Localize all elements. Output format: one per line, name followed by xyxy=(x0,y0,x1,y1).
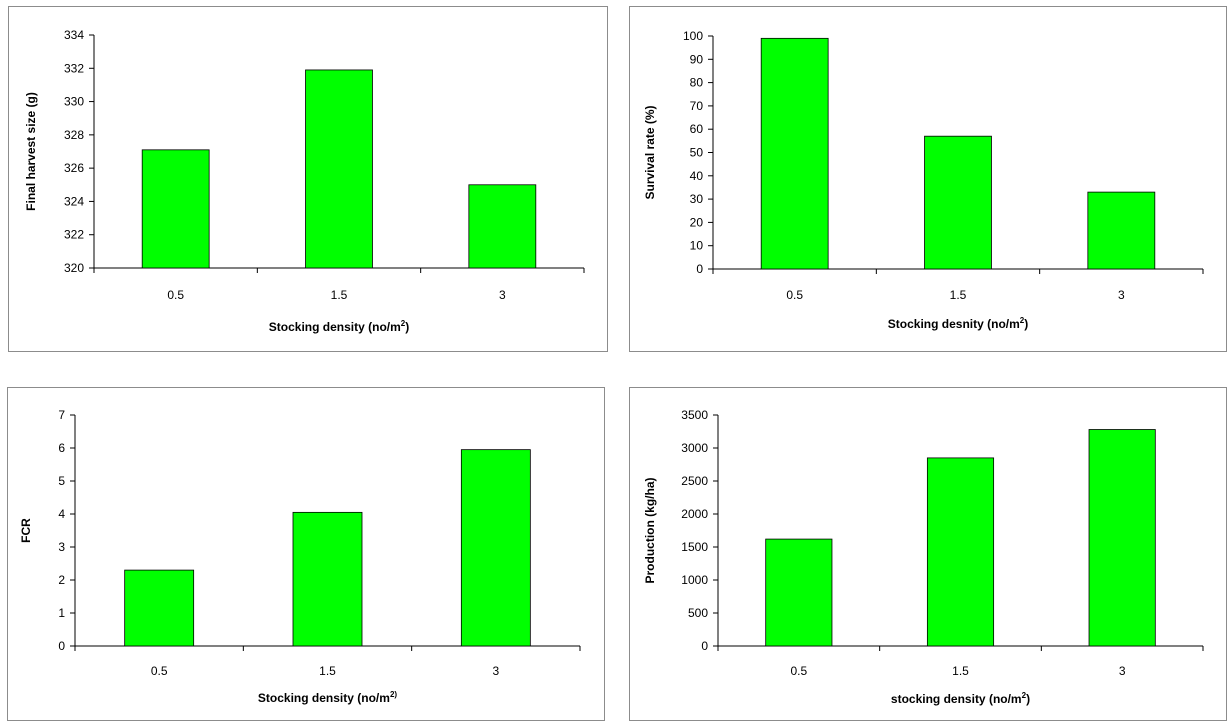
chart-panel-fcr: 0 1 2 3 4 5 6 7 0.5 1.5 3 Stocking density (no/m2) F… xyxy=(7,387,605,721)
x-tick-label: 1.5 xyxy=(319,664,336,678)
x-axis-title-main: Stocking density (no/m xyxy=(258,691,390,705)
x-axis-title: stocking density (no/m2) xyxy=(891,691,1030,706)
bar-3 xyxy=(469,185,536,268)
x-tick-label: 0.5 xyxy=(151,664,168,678)
y-tick-label: 6 xyxy=(58,441,65,455)
y-tick-label: 100 xyxy=(683,29,703,43)
y-tick-label: 3 xyxy=(58,540,65,554)
y-tick-label: 70 xyxy=(690,99,704,113)
bar-1-5 xyxy=(927,458,993,646)
y-tick-label: 332 xyxy=(64,61,84,75)
y-tick-label: 0 xyxy=(696,262,703,276)
x-axis-title: Stocking density (no/m2) xyxy=(258,690,397,705)
x-tick-label: 3 xyxy=(499,288,506,302)
x-tick-label: 1.5 xyxy=(952,664,969,678)
bar-0-5 xyxy=(766,539,832,646)
x-axis-title-tail: ) xyxy=(1024,317,1028,331)
y-tick-label: 3000 xyxy=(681,441,708,455)
chart-panel-survival-rate: 0 10 20 30 40 50 60 70 80 90 100 0.5 1.5 3 Stocking de… xyxy=(629,6,1227,352)
x-axis-title-main: stocking density (no/m xyxy=(891,692,1022,706)
x-axis-title-tail: ) xyxy=(1026,692,1030,706)
y-tick-label: 2000 xyxy=(681,507,708,521)
y-axis-title: Final harvest size (g) xyxy=(24,92,38,211)
y-tick-label: 2500 xyxy=(681,474,708,488)
y-tick-label: 80 xyxy=(690,76,704,90)
y-tick-label: 1500 xyxy=(681,540,708,554)
y-tick-label: 1 xyxy=(58,606,65,620)
bar-3 xyxy=(1088,192,1155,269)
y-tick-label: 322 xyxy=(64,228,84,242)
y-axis-title: FCR xyxy=(19,518,33,543)
x-tick-label: 0.5 xyxy=(786,288,803,302)
y-tick-label: 10 xyxy=(690,239,704,253)
y-tick-label: 0 xyxy=(701,639,708,653)
bar-0-5 xyxy=(761,38,828,269)
bar-3 xyxy=(461,450,530,646)
bar-1-5 xyxy=(925,136,992,269)
y-tick-label: 500 xyxy=(688,606,708,620)
x-tick-label: 3 xyxy=(1119,664,1126,678)
y-axis-title: Production (kg/ha) xyxy=(643,478,657,584)
x-tick-label: 3 xyxy=(492,664,499,678)
y-tick-label: 50 xyxy=(690,146,704,160)
y-tick-label: 5 xyxy=(58,474,65,488)
y-tick-label: 20 xyxy=(690,215,704,229)
y-tick-label: 1000 xyxy=(681,573,708,587)
y-tick-label: 7 xyxy=(58,408,65,422)
x-axis-title-tail: ) xyxy=(405,320,409,334)
y-tick-label: 328 xyxy=(64,128,84,142)
x-tick-label: 1.5 xyxy=(950,288,967,302)
bar-1-5 xyxy=(293,512,362,646)
y-tick-label: 326 xyxy=(64,161,84,175)
x-axis-title-main: Stocking desnity (no/m xyxy=(888,317,1020,331)
y-tick-label: 334 xyxy=(64,28,84,42)
fcr-chart: 0 1 2 3 4 5 6 7 0.5 1.5 3 Stocking density (no/m2) F… xyxy=(8,388,606,722)
production-chart: 0 500 1000 1500 2000 2500 3000 3500 0.5 1.5 3 stock… xyxy=(630,388,1228,722)
x-tick-label: 1.5 xyxy=(331,288,348,302)
x-axis-title: Stocking desnity (no/m2) xyxy=(888,316,1028,331)
x-axis-title-main: Stocking density (no/m xyxy=(269,320,401,334)
y-axis-title: Survival rate (%) xyxy=(643,105,657,199)
harvest-size-chart: 320 322 324 326 328 330 332 334 0.5 1.5 3 Stocking … xyxy=(9,7,609,353)
survival-rate-chart: 0 10 20 30 40 50 60 70 80 90 100 0.5 1.5 3 Stocking de… xyxy=(630,7,1228,353)
chart-panel-harvest-size: 320 322 324 326 328 330 332 334 0.5 1.5 3 Stocking … xyxy=(8,6,608,352)
bar-3 xyxy=(1089,430,1155,646)
x-axis-title: Stocking density (no/m2) xyxy=(269,319,409,334)
y-tick-label: 90 xyxy=(690,52,704,66)
bar-0-5 xyxy=(142,150,209,268)
y-tick-label: 324 xyxy=(64,194,84,208)
y-tick-label: 330 xyxy=(64,95,84,109)
y-tick-label: 4 xyxy=(58,507,65,521)
x-tick-label: 0.5 xyxy=(790,664,807,678)
x-tick-label: 0.5 xyxy=(167,288,184,302)
y-tick-label: 3500 xyxy=(681,408,708,422)
y-tick-label: 320 xyxy=(64,261,84,275)
y-tick-label: 40 xyxy=(690,169,704,183)
y-tick-label: 30 xyxy=(690,192,704,206)
x-tick-label: 3 xyxy=(1118,288,1125,302)
chart-panel-production: 0 500 1000 1500 2000 2500 3000 3500 0.5 1.5 3 stock… xyxy=(629,387,1227,721)
x-axis-title-superscript: 2) xyxy=(390,690,397,699)
bar-0-5 xyxy=(125,570,194,646)
y-tick-label: 60 xyxy=(690,122,704,136)
y-tick-label: 2 xyxy=(58,573,65,587)
bar-1-5 xyxy=(306,70,373,268)
y-tick-label: 0 xyxy=(58,639,65,653)
